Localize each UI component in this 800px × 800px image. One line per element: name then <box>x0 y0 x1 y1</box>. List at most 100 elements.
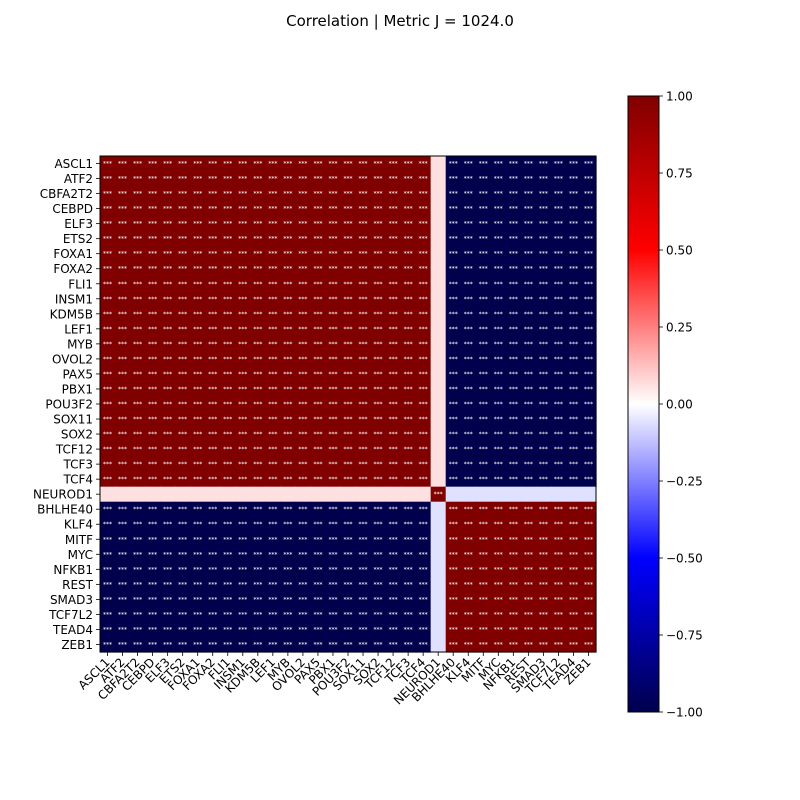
heatmap-cell <box>430 201 447 217</box>
significance-label: *** <box>118 221 127 228</box>
significance-label: *** <box>569 566 578 573</box>
heatmap-cells <box>100 156 597 653</box>
significance-label: *** <box>584 521 593 528</box>
heatmap-cell <box>490 261 507 277</box>
heatmap-cell <box>460 381 477 398</box>
heatmap-cell <box>520 156 537 172</box>
significance-label: *** <box>539 476 548 483</box>
significance-label: *** <box>328 416 337 423</box>
significance-label: *** <box>389 281 398 288</box>
heatmap-cell <box>400 621 417 638</box>
heatmap-cell <box>145 636 161 653</box>
significance-label: *** <box>268 251 277 258</box>
heatmap-cell <box>220 186 236 202</box>
significance-label: *** <box>464 506 473 513</box>
heatmap-cell <box>265 396 281 413</box>
heatmap-cell <box>310 426 327 443</box>
heatmap-cell <box>160 291 176 307</box>
significance-label: *** <box>103 356 112 363</box>
significance-label: *** <box>313 446 322 453</box>
significance-label: *** <box>268 206 277 213</box>
heatmap-cell <box>505 246 522 262</box>
heatmap-cell <box>145 246 161 262</box>
significance-label: *** <box>208 551 217 558</box>
heatmap-cell <box>340 591 357 608</box>
significance-label: *** <box>584 176 593 183</box>
heatmap-cell <box>370 606 387 623</box>
significance-label: *** <box>193 281 202 288</box>
heatmap-cell <box>265 456 281 473</box>
significance-label: *** <box>554 176 563 183</box>
significance-label: *** <box>238 206 247 213</box>
significance-label: *** <box>208 251 217 258</box>
heatmap-cell <box>100 291 116 307</box>
significance-label: *** <box>389 476 398 483</box>
heatmap-cell <box>160 171 176 187</box>
heatmap-cell <box>310 156 327 172</box>
significance-label: *** <box>389 296 398 303</box>
significance-label: *** <box>449 461 458 468</box>
significance-label: *** <box>554 341 563 348</box>
heatmap-cell <box>205 336 221 352</box>
heatmap-cell <box>115 621 131 638</box>
significance-label: *** <box>268 311 277 318</box>
heatmap-cell <box>445 171 462 187</box>
significance-label: *** <box>148 281 157 288</box>
heatmap-cell <box>445 366 462 383</box>
significance-label: *** <box>118 281 127 288</box>
heatmap-cell <box>325 351 342 368</box>
significance-label: *** <box>539 461 548 468</box>
significance-label: *** <box>404 536 413 543</box>
significance-label: *** <box>554 431 563 438</box>
significance-label: *** <box>223 506 232 513</box>
significance-label: *** <box>404 191 413 198</box>
y-tick-label: FOXA1 <box>53 247 93 261</box>
heatmap-cell <box>355 366 372 383</box>
heatmap-cell <box>220 456 236 473</box>
heatmap-cell <box>565 426 582 443</box>
significance-label: *** <box>419 461 428 468</box>
significance-label: *** <box>328 461 337 468</box>
heatmap-cell <box>400 186 417 202</box>
significance-label: *** <box>464 386 473 393</box>
significance-label: *** <box>524 401 533 408</box>
heatmap-cell <box>175 636 191 653</box>
significance-label: *** <box>133 311 142 318</box>
heatmap-cell <box>505 306 522 322</box>
significance-label: *** <box>238 221 247 228</box>
heatmap-cell <box>220 531 236 548</box>
heatmap-cell <box>175 321 191 337</box>
heatmap-cell <box>475 576 492 593</box>
significance-label: *** <box>359 326 368 333</box>
heatmap-cell <box>565 156 582 172</box>
heatmap-cell <box>415 246 432 262</box>
significance-label: *** <box>253 581 262 588</box>
significance-label: *** <box>584 641 593 648</box>
heatmap-cell <box>310 201 327 217</box>
significance-label: *** <box>223 401 232 408</box>
significance-label: *** <box>524 626 533 633</box>
y-tick-label: LEF1 <box>64 322 93 336</box>
heatmap-cell <box>310 216 327 232</box>
heatmap-cell <box>490 621 507 638</box>
significance-label: *** <box>103 296 112 303</box>
heatmap-cell <box>580 276 597 292</box>
significance-label: *** <box>449 416 458 423</box>
heatmap-cell <box>250 621 266 638</box>
heatmap-cell <box>175 516 191 533</box>
significance-label: *** <box>148 596 157 603</box>
significance-label: *** <box>359 281 368 288</box>
significance-label: *** <box>133 596 142 603</box>
heatmap-cell <box>100 186 116 202</box>
significance-label: *** <box>178 386 187 393</box>
heatmap-cell <box>115 261 131 277</box>
significance-label: *** <box>479 326 488 333</box>
significance-label: *** <box>404 371 413 378</box>
heatmap-cell <box>325 531 342 548</box>
heatmap-cell <box>355 351 372 368</box>
heatmap-cell <box>400 516 417 533</box>
heatmap-cell <box>430 546 447 563</box>
significance-label: *** <box>208 506 217 513</box>
significance-label: *** <box>554 266 563 273</box>
heatmap-cell <box>355 471 372 488</box>
